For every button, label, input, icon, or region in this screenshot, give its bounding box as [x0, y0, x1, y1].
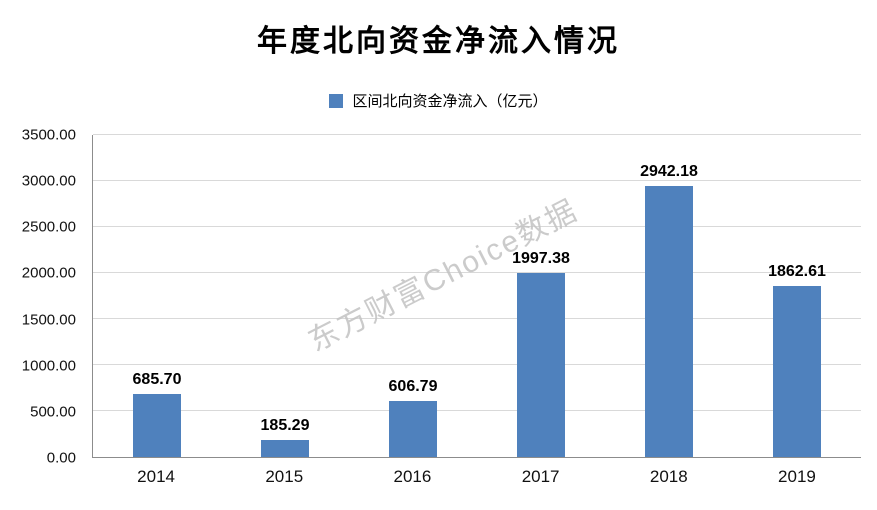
y-tick-label: 2500.00 [21, 218, 76, 236]
gridline [93, 272, 861, 273]
bar[interactable] [133, 393, 181, 457]
legend[interactable]: 区间北向资金净流入（亿元） [0, 90, 877, 111]
chart-title: 年度北向资金净流入情况 [257, 24, 620, 59]
x-tick-label: 2019 [778, 467, 816, 486]
bar[interactable] [261, 439, 309, 457]
y-tick-label: 3500.00 [21, 126, 76, 144]
gridline [93, 134, 861, 135]
y-tick-label: 3000.00 [21, 172, 76, 190]
x-axis: 2014 2015 2016 2017 2018 2019 [92, 467, 861, 487]
bar-value-label: 1997.38 [512, 250, 570, 268]
bar-slot: 1862.61 [733, 135, 861, 457]
gridline [93, 364, 861, 365]
bar[interactable] [517, 273, 565, 457]
bar-slot: 606.79 [349, 135, 477, 457]
bar[interactable] [645, 186, 693, 457]
y-tick-label: 500.00 [30, 403, 76, 421]
bar-chart: 0.00 500.00 1000.00 1500.00 2000.00 2500.00 30… [22, 127, 861, 486]
gridline [93, 226, 861, 227]
bar-value-label: 1862.61 [768, 262, 826, 280]
x-tick-label: 2017 [521, 467, 560, 486]
y-tick-label: 1500.00 [21, 311, 76, 329]
bar-value-label: 685.70 [132, 370, 182, 388]
x-tick-label: 2016 [393, 467, 432, 486]
bar-value-label: 606.79 [388, 378, 438, 396]
plot-area: 东方财富Choice数据 685.70 185.29 606.79 1997.38 29… [92, 134, 861, 458]
x-tick-label: 2014 [137, 467, 175, 486]
legend-swatch-icon [329, 93, 344, 108]
y-tick-label: 0.00 [46, 449, 76, 467]
bar-slot: 2942.18 [605, 135, 733, 457]
gridline [93, 410, 861, 411]
bar-value-label: 2942.18 [640, 163, 698, 181]
bar[interactable] [389, 401, 437, 457]
bar-value-label: 185.29 [260, 416, 310, 434]
x-tick-label: 2015 [265, 467, 304, 486]
legend-label: 区间北向资金净流入（亿元） [352, 93, 548, 110]
gridline [93, 180, 861, 181]
bars: 685.70 185.29 606.79 1997.38 2942.18 1862.61 [93, 135, 861, 457]
bar-slot: 685.70 [93, 135, 221, 457]
x-tick-label: 2018 [649, 467, 688, 486]
bar-slot: 185.29 [221, 135, 349, 457]
y-tick-label: 2000.00 [21, 264, 76, 282]
y-tick-label: 1000.00 [21, 357, 76, 375]
y-axis: 0.00 500.00 1000.00 1500.00 2000.00 2500.00 30… [0, 127, 84, 467]
gridline [93, 318, 861, 319]
bar-slot: 1997.38 [477, 135, 605, 457]
bar[interactable] [773, 285, 821, 457]
